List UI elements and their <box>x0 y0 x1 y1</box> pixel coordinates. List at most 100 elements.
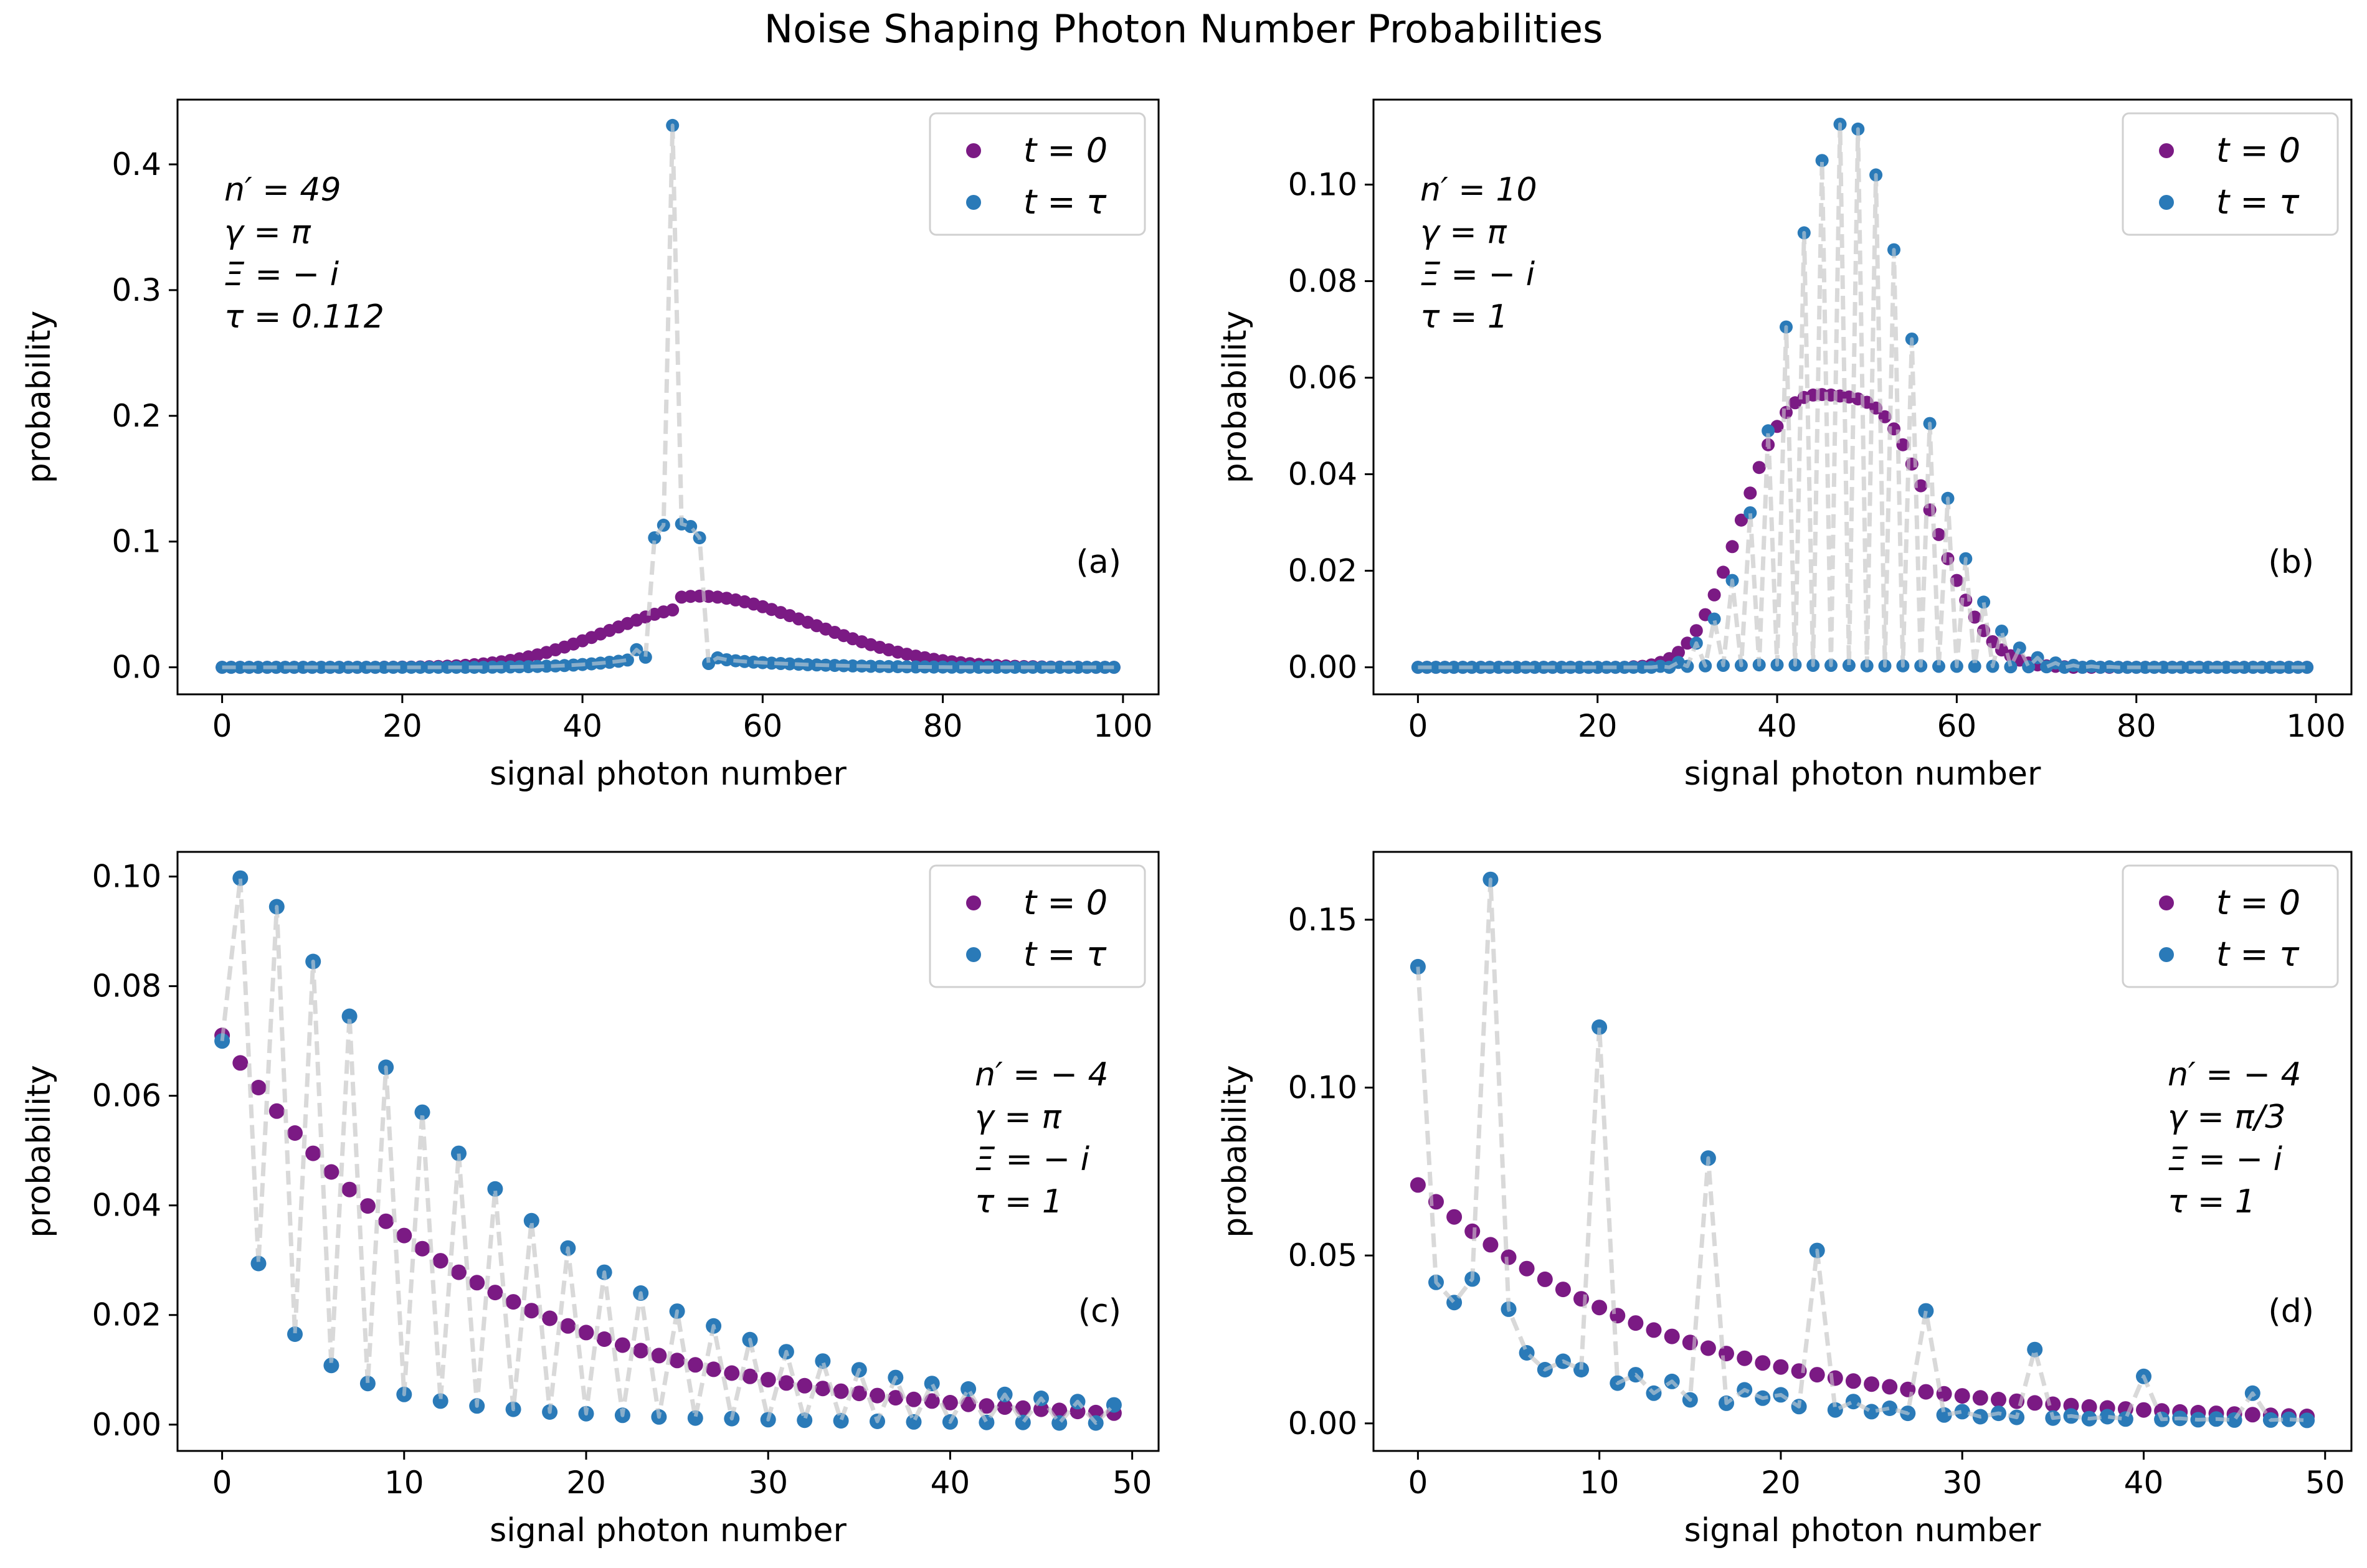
point-t-tau <box>620 653 634 667</box>
point-t-tau <box>2281 1411 2297 1427</box>
point-t0 <box>760 1372 776 1388</box>
x-axis-label: signal photon number <box>1684 1512 2041 1549</box>
x-tick-label: 60 <box>1937 708 1977 744</box>
y-tick-label: 0.00 <box>92 1407 161 1443</box>
y-axis-label: probability <box>21 311 58 483</box>
point-t-tau <box>296 661 310 674</box>
point-t-tau <box>1968 659 1981 673</box>
x-axis-label: signal photon number <box>490 755 847 793</box>
point-t0 <box>487 1285 503 1301</box>
y-tick-label: 0.04 <box>1288 456 1357 493</box>
point-t0 <box>1972 1390 1988 1406</box>
x-tick-label: 100 <box>2286 708 2345 744</box>
point-t0 <box>1717 565 1730 579</box>
legend-label-t0: t = 0 <box>1023 883 1108 922</box>
y-tick-label: 0.10 <box>1288 1070 1357 1106</box>
point-t0 <box>1646 1322 1662 1338</box>
point-t0 <box>414 1240 430 1257</box>
point-t0 <box>687 1357 703 1373</box>
panel-label: (c) <box>1078 1293 1121 1330</box>
y-tick-label: 0.06 <box>1288 359 1357 395</box>
point-t-tau <box>1815 154 1829 168</box>
param-text: τ = 1 <box>2168 1183 2256 1221</box>
x-tick-label: 40 <box>931 1465 970 1501</box>
point-t0 <box>505 1294 521 1310</box>
x-tick-label: 20 <box>566 1465 606 1501</box>
point-t0 <box>1051 1402 1068 1419</box>
x-tick-label: 0 <box>212 708 232 744</box>
x-tick-label: 40 <box>1757 708 1797 744</box>
point-t0 <box>633 1343 649 1359</box>
point-t-tau <box>687 1410 703 1426</box>
point-t-tau <box>1918 1303 1934 1319</box>
point-t0 <box>2027 1395 2043 1411</box>
y-tick-label: 0.08 <box>92 968 161 1004</box>
point-t0 <box>1737 1350 1753 1366</box>
point-t0 <box>578 1325 594 1341</box>
point-t0 <box>1501 1249 1517 1265</box>
panel-a: 0 20 40 60 80 100 0.0 0.1 0.2 0.3 0.4 signal photon… <box>21 98 1160 793</box>
point-t0 <box>596 1331 612 1347</box>
y-axis-label: probability <box>21 1065 58 1237</box>
param-text: τ = 1 <box>975 1183 1063 1221</box>
point-t-tau <box>1053 661 1067 674</box>
y-axis-label: probability <box>1217 1065 1254 1237</box>
y-tick-label: 0.0 <box>111 649 161 686</box>
point-t-tau <box>1977 595 1991 609</box>
point-t0 <box>1519 1260 1535 1277</box>
param-text: Ξ = − i <box>2168 1141 2283 1178</box>
point-t0 <box>1681 636 1694 650</box>
panel-d: 0 10 20 30 40 50 0.00 0.05 0.10 0.15 signal photon… <box>1217 851 2353 1549</box>
point-t-tau <box>2300 661 2314 674</box>
point-t-tau <box>359 1376 376 1392</box>
y-tick-label: 0.2 <box>111 398 161 434</box>
point-t-tau <box>2027 1341 2043 1358</box>
y-tick-label: 0.1 <box>111 524 161 560</box>
y-tick-label: 0.04 <box>92 1188 161 1224</box>
legend-label-t0: t = 0 <box>1023 131 1108 170</box>
x-tick-label: 30 <box>1942 1465 1982 1501</box>
param-text: γ = π/3 <box>2168 1098 2285 1136</box>
point-t0 <box>1734 513 1748 527</box>
param-text: τ = 1 <box>1420 298 1508 336</box>
point-t-tau <box>815 1353 831 1369</box>
point-t-tau <box>250 1255 267 1272</box>
point-t0 <box>287 1125 303 1141</box>
point-t0 <box>1864 1376 1880 1392</box>
point-t-tau <box>2004 660 2018 674</box>
point-t0 <box>1780 405 1793 419</box>
legend-label-t0: t = 0 <box>2216 883 2300 922</box>
y-tick-label: 0.05 <box>1288 1237 1357 1273</box>
point-t0 <box>942 1395 958 1410</box>
plot-frame <box>176 851 1160 1452</box>
point-t-tau <box>1429 661 1443 674</box>
point-t0 <box>666 603 680 616</box>
point-t-tau <box>396 661 409 674</box>
point-t-tau <box>2282 661 2296 674</box>
point-t-tau <box>1447 661 1461 674</box>
legend <box>2122 112 2339 236</box>
y-tick-label: 0.15 <box>1288 902 1357 938</box>
x-tick-label: 40 <box>2124 1465 2164 1501</box>
x-axis-label: signal photon number <box>490 1512 847 1549</box>
point-t0 <box>614 1337 630 1353</box>
x-tick-label: 50 <box>1112 1465 1152 1501</box>
point-t0 <box>1954 1388 1970 1404</box>
point-t0 <box>469 1275 485 1291</box>
param-text: n′ = − 4 <box>2168 1056 2302 1093</box>
point-t-tau <box>2201 661 2215 674</box>
point-t-tau <box>961 1381 977 1397</box>
point-t-tau <box>458 661 472 674</box>
plot-frame <box>1372 851 2353 1452</box>
point-t0 <box>1918 1384 1934 1400</box>
panel-label: (a) <box>1076 544 1121 581</box>
point-t-tau <box>287 1326 303 1342</box>
point-t0 <box>232 1055 249 1071</box>
legend <box>2122 864 2339 988</box>
point-t0 <box>1689 624 1703 638</box>
y-tick-label: 0.02 <box>1288 553 1357 589</box>
point-t-tau <box>1008 661 1022 674</box>
point-t-tau <box>1492 661 1506 674</box>
point-t0 <box>1743 486 1757 500</box>
